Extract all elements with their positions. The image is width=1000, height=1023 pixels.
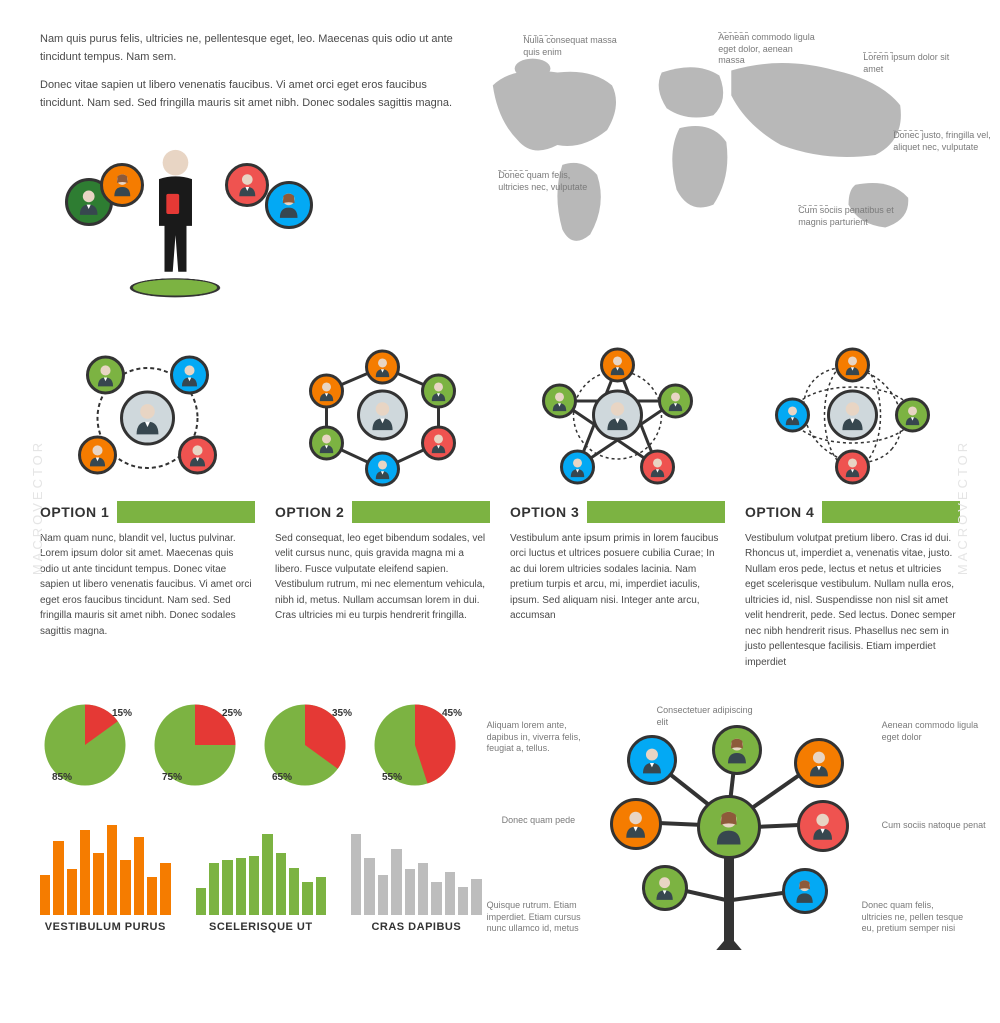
option-1-label: OPTION 1 bbox=[40, 501, 255, 523]
options-row: OPTION 1 Nam quam nunc, blandit vel, luct… bbox=[0, 333, 1000, 681]
option-1-network bbox=[40, 343, 255, 493]
option-2-desc: Sed consequat, leo eget bibendum sodales… bbox=[275, 531, 490, 624]
tree-callout-2: Aenean commodo ligula eget dolor bbox=[882, 720, 987, 743]
tree-callout-0: Aliquam lorem ante, dapibus in, viverra … bbox=[487, 720, 592, 755]
org-tree: Aliquam lorem ante, dapibus in, viverra … bbox=[482, 700, 960, 950]
option-2-label: OPTION 2 bbox=[275, 501, 490, 523]
option-label-text: OPTION 4 bbox=[745, 504, 814, 520]
option-2: OPTION 2 Sed consequat, leo eget bibendum… bbox=[275, 343, 490, 671]
tree-node-0 bbox=[627, 735, 677, 785]
intro-text-2: Donec vitae sapien ut libero venenatis f… bbox=[40, 76, 463, 112]
intro-block: Nam quis purus felis, ultricies ne, pell… bbox=[40, 30, 463, 313]
tree-node-2 bbox=[794, 738, 844, 788]
option-label-text: OPTION 3 bbox=[510, 504, 579, 520]
tree-callout-4: Cum sociis natoque penat bbox=[882, 820, 987, 832]
option-4-desc: Vestibulum volutpat pretium libero. Cras… bbox=[745, 531, 960, 671]
tree-node-4 bbox=[697, 795, 761, 859]
map-callout-3: Donec quam felis, ultricies nec, vulputa… bbox=[498, 170, 598, 193]
tree-callout-1: Consectetuer adipiscing elit bbox=[657, 705, 762, 728]
tree-node-6 bbox=[642, 865, 688, 911]
option-1-desc: Nam quam nunc, blandit vel, luctus pulvi… bbox=[40, 531, 255, 640]
barchart-0: VESTIBULUM PURUS bbox=[40, 820, 171, 933]
barchart-2-label: CRAS DAPIBUS bbox=[351, 921, 482, 933]
option-4: OPTION 4 Vestibulum volutpat pretium libe… bbox=[745, 343, 960, 671]
team-leader bbox=[148, 148, 203, 283]
pie-3: 45%55% bbox=[370, 700, 460, 795]
team-member-2 bbox=[225, 163, 269, 207]
tree-node-5 bbox=[797, 800, 849, 852]
tree-node-3 bbox=[610, 798, 662, 850]
barchart-1: SCELERISQUE UT bbox=[196, 820, 327, 933]
leader-disc bbox=[126, 278, 224, 297]
option-1: OPTION 1 Nam quam nunc, blandit vel, luct… bbox=[40, 343, 255, 671]
tree-node-1 bbox=[712, 725, 762, 775]
tree-callout-6: Donec quam felis, ultricies ne, pellen t… bbox=[862, 900, 967, 935]
option-label-text: OPTION 1 bbox=[40, 504, 109, 520]
pie-2: 35%65% bbox=[260, 700, 350, 795]
tree-node-7 bbox=[782, 868, 828, 914]
option-3-network bbox=[510, 343, 725, 493]
pie-charts: 15%85%25%75%35%65%45%55% bbox=[40, 700, 482, 795]
tree-callout-5: Quisque rutrum. Etiam imperdiet. Etiam c… bbox=[487, 900, 592, 935]
option-4-label: OPTION 4 bbox=[745, 501, 960, 523]
option-label-text: OPTION 2 bbox=[275, 504, 344, 520]
tree-callout-3: Donec quam pede bbox=[502, 815, 607, 827]
option-2-network bbox=[275, 343, 490, 493]
barchart-2: CRAS DAPIBUS bbox=[351, 820, 482, 933]
map-callout-5: Cum sociis penatibus et magnis parturien… bbox=[798, 205, 898, 228]
option-3-desc: Vestibulum ante ipsum primis in lorem fa… bbox=[510, 531, 725, 624]
option-4-network bbox=[745, 343, 960, 493]
map-callout-1: Aenean commodo ligula eget dolor, aenean… bbox=[718, 32, 818, 67]
team-graphic bbox=[40, 133, 463, 313]
pie-1: 25%75% bbox=[150, 700, 240, 795]
map-callout-0: Nulla consequat massa quis enim bbox=[523, 35, 623, 58]
option-3-label: OPTION 3 bbox=[510, 501, 725, 523]
team-member-1 bbox=[100, 163, 144, 207]
bar-charts: VESTIBULUM PURUS SCELERISQUE UT CRAS DAPIB… bbox=[40, 820, 482, 933]
barchart-0-label: VESTIBULUM PURUS bbox=[40, 921, 171, 933]
world-map-area: Nulla consequat massa quis enim Aenean co… bbox=[463, 30, 960, 313]
barchart-1-label: SCELERISQUE UT bbox=[196, 921, 327, 933]
map-callout-4: Donec justo, fringilla vel, aliquet nec,… bbox=[893, 130, 993, 153]
option-3: OPTION 3 Vestibulum ante ipsum primis in … bbox=[510, 343, 725, 671]
intro-text-1: Nam quis purus felis, ultricies ne, pell… bbox=[40, 30, 463, 66]
map-callout-2: Lorem ipsum dolor sit amet bbox=[863, 52, 963, 75]
charts-area: 15%85%25%75%35%65%45%55% VESTIBULUM PURU… bbox=[40, 700, 482, 950]
pie-0: 15%85% bbox=[40, 700, 130, 795]
team-member-3 bbox=[265, 181, 313, 229]
